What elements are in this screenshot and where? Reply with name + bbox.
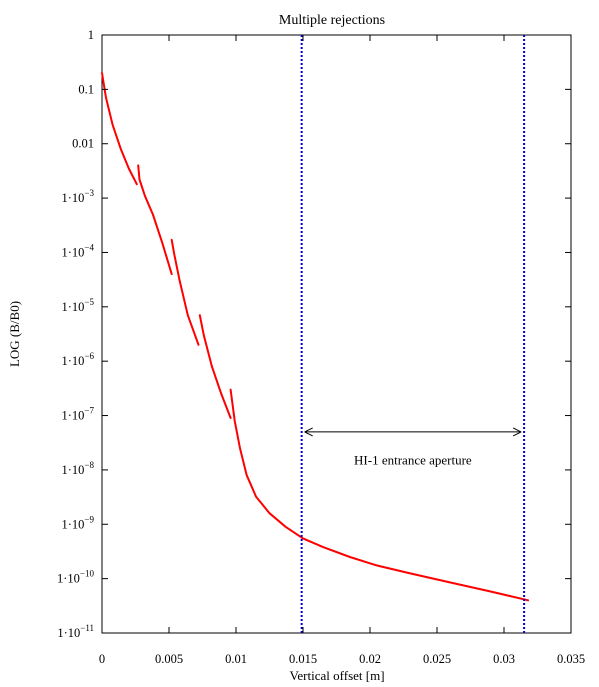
series-layer (101, 72, 530, 602)
y-tick-label: 1·10−10 (57, 569, 94, 586)
x-tick-label: 0.015 (289, 652, 317, 666)
chart-title: Multiple rejections (279, 13, 385, 28)
x-tick-label: 0.005 (155, 652, 183, 666)
x-tick-label: 0.025 (423, 652, 451, 666)
series-line-segment (170, 238, 200, 346)
y-tick-label: 1·10−6 (62, 351, 95, 368)
x-tick-label: 0.03 (493, 652, 515, 666)
arrowhead-right (512, 427, 522, 437)
y-tick-label: 1·10−4 (62, 242, 95, 259)
y-tick-label: 1·10−3 (62, 188, 95, 205)
y-tick-label: 1·10−9 (62, 514, 95, 531)
x-axis-title: Vertical offset [m] (289, 668, 384, 683)
plot-frame (101, 34, 572, 634)
y-axis: 1 0.1 0.01 1·10−3 1·10−4 1·10−5 1·10−6 1·10−7 1·… (57, 28, 571, 640)
arrowhead-left (304, 427, 313, 437)
x-tick-label: 0.02 (359, 652, 381, 666)
x-tick-label: 0.035 (557, 652, 585, 666)
series-line-segment (198, 314, 232, 419)
series-line-segment (101, 72, 138, 186)
series-line-segment (229, 388, 530, 602)
x-tick-label: 0.01 (225, 652, 247, 666)
y-tick-label: 1·10−11 (57, 623, 94, 640)
x-axis: 0 0.005 0.01 0.015 0.02 0.025 0.03 0.035 (99, 35, 585, 666)
x-tick-label: 0 (99, 652, 105, 666)
series-line-segment (137, 164, 173, 276)
y-tick-label: 1·10−7 (62, 406, 95, 423)
annotation-layer: HI-1 entrance aperture (304, 427, 522, 467)
y-axis-title: LOG (B/B0) (7, 301, 22, 367)
y-tick-label: 1·10−5 (62, 297, 95, 314)
y-tick-label: 0.1 (78, 82, 94, 96)
aperture-label: HI-1 entrance aperture (354, 452, 472, 467)
reference-lines (300, 35, 526, 633)
y-tick-label: 1 (88, 28, 94, 42)
y-tick-label: 0.01 (72, 137, 94, 151)
y-tick-label: 1·10−8 (62, 460, 95, 477)
